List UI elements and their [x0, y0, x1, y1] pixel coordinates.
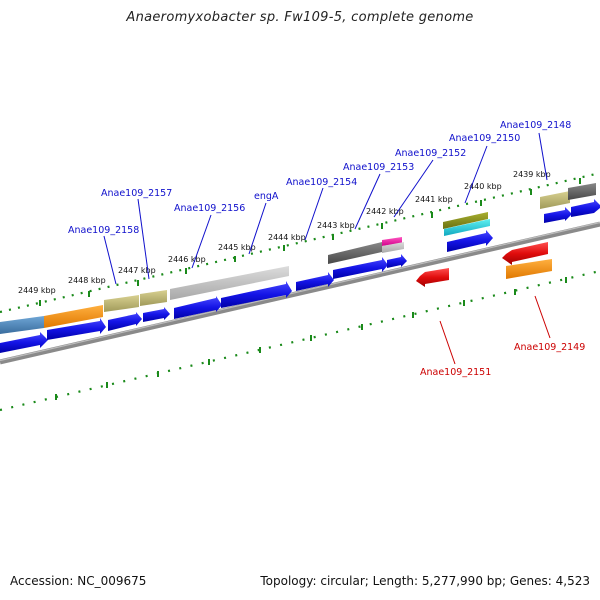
cog-feature-band [0, 183, 596, 334]
major-ticks-upper [39, 178, 581, 306]
scale-label: 2444 kbp [268, 233, 306, 242]
cds-forward-arrow [221, 281, 292, 308]
scale-label: 2446 kbp [168, 255, 206, 264]
scale-labels: 2439 kbp 2440 kbp 2441 kbp 2442 kbp 2443… [18, 170, 551, 295]
major-ticks-lower [55, 277, 567, 400]
forward-cds-track [0, 199, 600, 353]
cog-feature [540, 191, 570, 209]
scale-label: 2447 kbp [118, 266, 156, 275]
cds-forward-arrow [108, 312, 142, 331]
cog-feature [170, 266, 289, 300]
cog-feature [382, 242, 404, 253]
gene-label: Anae109_2158 [68, 225, 139, 236]
scale-label: 2449 kbp [18, 286, 56, 295]
scale-label: 2442 kbp [366, 207, 404, 216]
cog-feature [443, 212, 488, 229]
scale-tick-row-upper [0, 171, 600, 314]
cds-forward-arrow [447, 230, 493, 252]
cds-forward-arrow [571, 199, 600, 217]
gene-leader-lines-forward [103, 132, 548, 285]
cds-forward-arrow [333, 257, 388, 279]
gene-label: Anae109_2150 [449, 133, 520, 144]
gene-label: Anae109_2148 [500, 120, 571, 131]
scale-label: 2440 kbp [464, 182, 502, 191]
gene-leader-lines-reverse [439, 295, 551, 365]
gene-label: Anae109_2149 [514, 342, 585, 353]
cds-forward-arrow [544, 207, 572, 223]
scale-label: 2439 kbp [513, 170, 551, 179]
cog-feature [328, 242, 382, 264]
cds-forward-arrow [47, 318, 106, 340]
cds-forward-arrow [174, 296, 222, 319]
gene-label: Anae109_2154 [286, 177, 357, 188]
cds-reverse-arrow [416, 268, 449, 287]
cds-reverse-arrow [502, 242, 548, 265]
gene-label: Anae109_2153 [343, 162, 414, 173]
accession-label: Accession: NC_009675 [10, 574, 147, 588]
cog-feature [140, 290, 167, 306]
gene-label: engA [254, 191, 279, 202]
cds-forward-arrow [387, 254, 407, 268]
cog-feature [44, 305, 103, 328]
gene-label: Anae109_2156 [174, 203, 245, 214]
scale-label: 2448 kbp [68, 276, 106, 285]
gene-label: Anae109_2151 [420, 367, 491, 378]
map-title: Anaeromyxobacter sp. Fw109-5, complete g… [126, 10, 474, 25]
cds-forward-arrow [0, 332, 48, 353]
gene-labels-forward: Anae109_2148 Anae109_2150 Anae109_2152 A… [68, 120, 571, 236]
cog-feature [0, 316, 44, 334]
cog-feature [506, 259, 552, 279]
scale-label: 2443 kbp [317, 221, 355, 230]
cog-feature [104, 295, 139, 312]
genome-summary-label: Topology: circular; Length: 5,277,990 bp… [260, 574, 590, 588]
genome-backbone-highlight [0, 221, 600, 362]
scale-label: 2441 kbp [415, 195, 453, 204]
cds-forward-arrow [296, 272, 334, 291]
cds-forward-arrow [143, 307, 170, 322]
cog-feature [568, 183, 596, 200]
scale-label: 2445 kbp [218, 243, 256, 252]
gene-label: Anae109_2152 [395, 148, 466, 159]
gene-labels-reverse: Anae109_2149 Anae109_2151 [420, 342, 585, 378]
reverse-cds-track [416, 242, 548, 287]
gene-label: Anae109_2157 [101, 188, 172, 199]
genome-backbone [0, 221, 600, 365]
cog-feature [444, 219, 490, 236]
